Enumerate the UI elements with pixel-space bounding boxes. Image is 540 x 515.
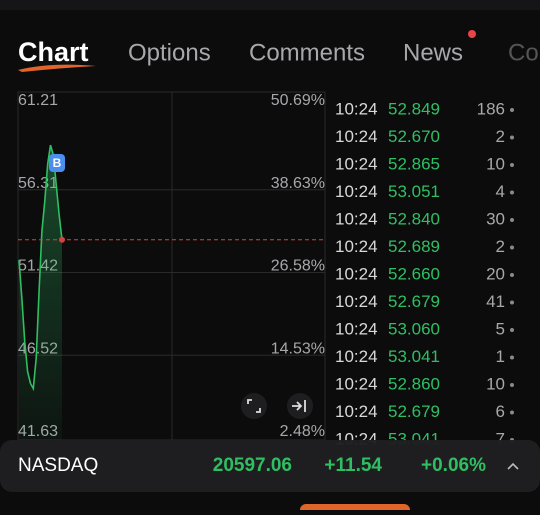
trade-price: 53.041 [388, 347, 440, 366]
trade-volume: 2 [496, 237, 505, 256]
index-change: +11.54 [324, 455, 382, 476]
trade-dot [510, 300, 514, 305]
trade-price: 52.865 [388, 154, 440, 173]
trade-price: 52.689 [388, 237, 440, 256]
trade-dot [510, 245, 514, 250]
trade-time: 10:24 [335, 347, 378, 366]
trade-dot [510, 328, 514, 332]
trade-price: 52.840 [388, 209, 440, 228]
trade-time: 10:24 [335, 292, 378, 311]
tab[interactable]: Options [128, 39, 211, 66]
trade-dot [510, 135, 514, 140]
trade-time: 10:24 [335, 154, 378, 173]
trade-volume: 6 [496, 402, 505, 421]
tab[interactable]: Comments [249, 39, 365, 66]
action-button[interactable] [300, 504, 410, 515]
percent-tick-label: 38.63% [271, 175, 325, 192]
trade-dot [510, 410, 514, 415]
trade-time: 10:24 [335, 319, 378, 338]
trade-price: 53.051 [388, 182, 440, 201]
top-strip [0, 0, 540, 10]
trade-dot [510, 383, 514, 387]
news-badge [468, 30, 476, 38]
trade-time: 10:24 [335, 209, 378, 228]
trade-time: 10:24 [335, 182, 378, 201]
chart-area: 61.2150.69%56.3138.63%51.4226.58%46.5214… [18, 92, 325, 440]
percent-tick-label: 2.48% [280, 423, 325, 440]
trade-volume: 1 [496, 347, 505, 366]
trade-price: 52.860 [388, 374, 440, 393]
button-bg [241, 393, 267, 419]
trade-volume: 7 [496, 429, 505, 448]
tab[interactable]: Chart [18, 37, 89, 67]
tab[interactable]: News [403, 39, 463, 66]
price-area [19, 145, 62, 440]
trade-volume: 10 [486, 154, 505, 173]
index-percent: +0.06% [421, 455, 486, 476]
trade-price: 53.060 [388, 319, 440, 338]
trade-price: 52.849 [388, 99, 440, 118]
index-name: NASDAQ [18, 455, 98, 476]
trade-volume: 30 [486, 209, 505, 228]
trade-price: 52.670 [388, 127, 440, 146]
expand-chevron[interactable] [507, 462, 519, 470]
buy-marker-bg[interactable] [49, 154, 65, 172]
percent-tick-label: 14.53% [271, 340, 325, 357]
trade-dot [510, 190, 514, 195]
trade-dot [510, 355, 514, 360]
tab[interactable]: Co [508, 39, 539, 66]
trade-dot [510, 273, 514, 277]
last-price-dot [59, 236, 65, 243]
trade-list: 10:24 52.849 186 10:24 52.670 2 10:24 52.865 10 1… [335, 99, 514, 448]
trade-time: 10:24 [335, 402, 378, 421]
trade-dot [510, 163, 514, 167]
trade-time: 10:24 [335, 99, 378, 118]
index-price: 20597.06 [213, 455, 292, 476]
index-bar[interactable] [0, 440, 540, 492]
price-tick-label: 61.21 [18, 92, 58, 109]
trade-volume: 2 [496, 127, 505, 146]
trade-price: 52.679 [388, 402, 440, 421]
icon [247, 399, 261, 413]
trade-dot [510, 218, 514, 222]
trade-price: 52.660 [388, 264, 440, 283]
trade-price: 52.679 [388, 292, 440, 311]
percent-tick-label: 50.69% [271, 92, 325, 109]
trade-volume: 186 [477, 99, 505, 118]
trade-volume: 10 [486, 374, 505, 393]
trade-volume: 5 [496, 319, 505, 338]
percent-tick-label: 26.58% [271, 258, 325, 275]
active-tab-underline [18, 64, 96, 72]
trade-volume: 4 [496, 182, 505, 201]
trade-dot [510, 108, 514, 112]
jump-latest-button[interactable] [287, 393, 313, 419]
trade-time: 10:24 [335, 237, 378, 256]
icon [292, 400, 306, 412]
trade-time: 10:24 [335, 264, 378, 283]
fullscreen-button[interactable] [241, 393, 267, 419]
trade-volume: 20 [486, 264, 505, 283]
trade-time: 10:24 [335, 374, 378, 393]
trade-time: 10:24 [335, 127, 378, 146]
trade-volume: 41 [486, 292, 505, 311]
buy-marker: B [53, 156, 62, 170]
